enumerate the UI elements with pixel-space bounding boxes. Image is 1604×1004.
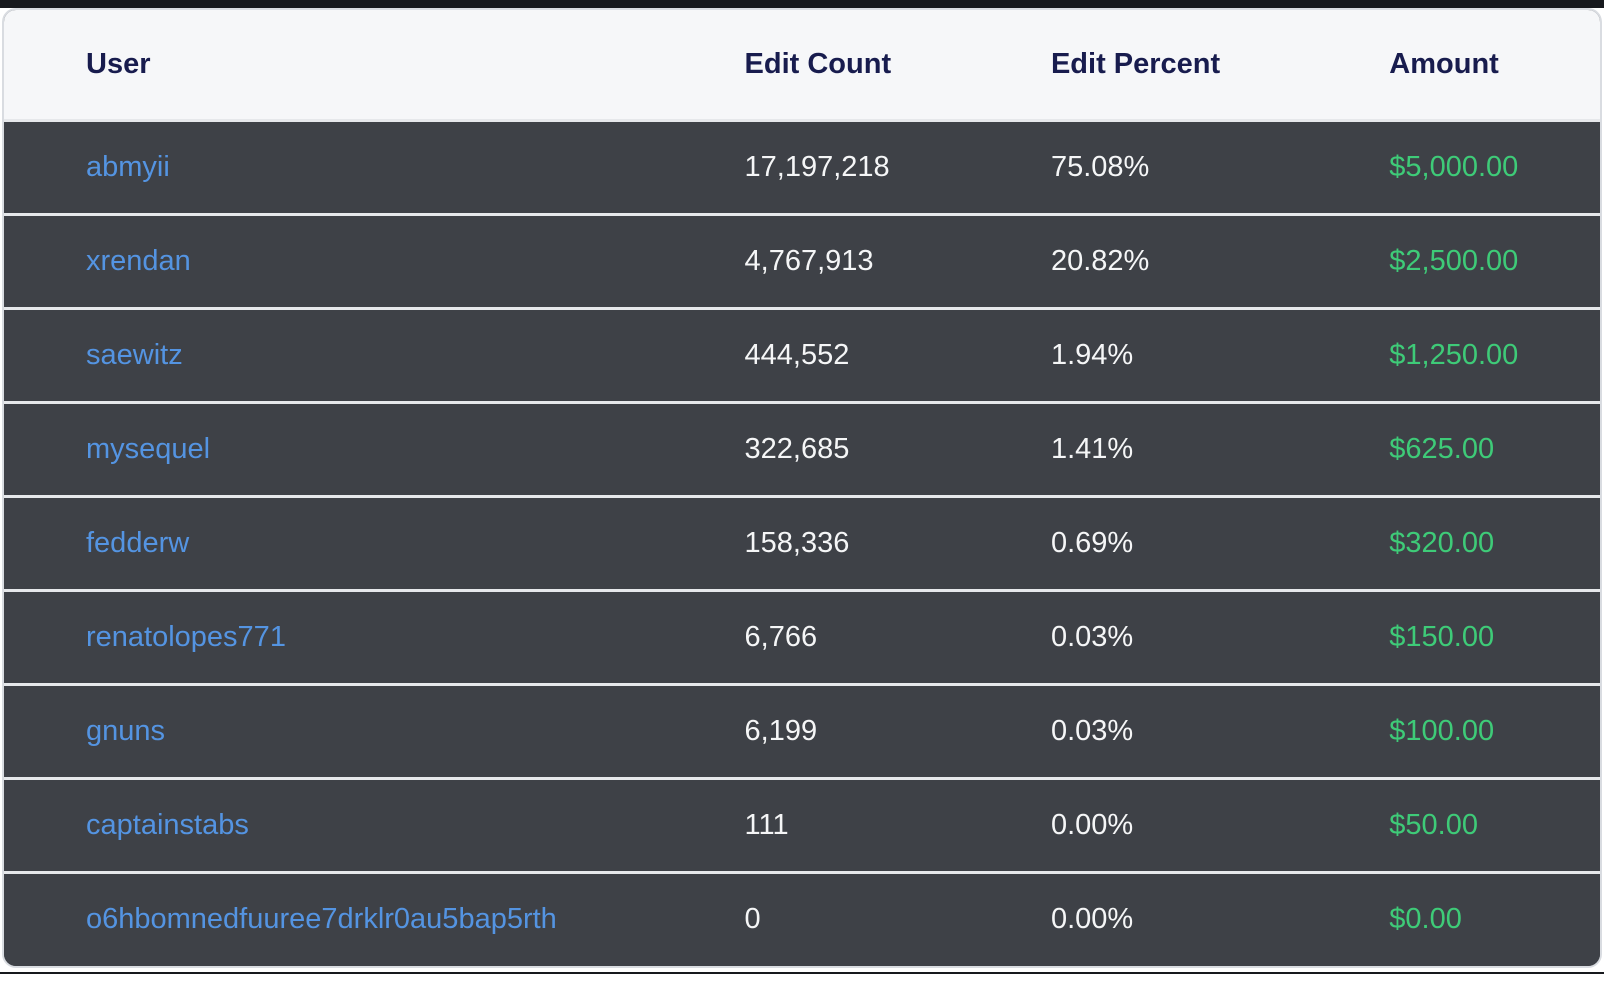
edit-count-cell: 0: [744, 903, 761, 936]
edit-count-cell: 6,199: [744, 714, 818, 747]
user-cell: renatolopes771: [4, 590, 745, 684]
amount-cell: $150.00: [1389, 620, 1495, 653]
table-row: saewitz 444,552 1.94% $1,250.00: [4, 308, 1600, 402]
edit-percent-cell: 0.69%: [1050, 526, 1134, 559]
amount-cell: $2,500.00: [1389, 244, 1519, 277]
edit-percent-cell: 1.41%: [1050, 432, 1134, 465]
edit-percent-cell: 1.94%: [1050, 338, 1134, 371]
user-cell: gnuns: [4, 684, 745, 778]
column-header-user: User: [4, 10, 745, 120]
amount-cell: $1,250.00: [1389, 338, 1519, 371]
amount-cell: $50.00: [1389, 808, 1478, 841]
edit-count-cell: 444,552: [744, 338, 850, 371]
edit-count-cell: 322,685: [744, 432, 850, 465]
user-cell: mysequel: [4, 402, 745, 496]
edit-count-cell: 111: [744, 808, 789, 841]
user-cell: fedderw: [4, 496, 745, 590]
table-row: captainstabs 111 0.00% $50.00: [4, 778, 1600, 872]
user-cell: captainstabs: [4, 778, 745, 872]
table-row: renatolopes771 6,766 0.03% $150.00: [4, 590, 1600, 684]
user-link[interactable]: captainstabs: [86, 808, 249, 841]
users-table: User Edit Count Edit Percent Amount abmy…: [4, 10, 1600, 966]
edit-percent-cell: 0.03%: [1050, 714, 1134, 747]
edit-percent-cell: 0.00%: [1050, 808, 1134, 841]
amount-cell: $625.00: [1389, 432, 1495, 465]
edit-percent-cell: 0.03%: [1050, 620, 1134, 653]
user-link[interactable]: fedderw: [86, 526, 190, 559]
user-cell: saewitz: [4, 308, 745, 402]
amount-cell: $320.00: [1389, 526, 1495, 559]
table-row: mysequel 322,685 1.41% $625.00: [4, 402, 1600, 496]
user-link[interactable]: abmyii: [86, 150, 170, 183]
user-link[interactable]: mysequel: [86, 432, 211, 465]
table-body: abmyii 17,197,218 75.08% $5,000.00 xrend…: [4, 120, 1600, 966]
page-top-edge: [0, 0, 1604, 8]
user-link[interactable]: saewitz: [86, 338, 183, 371]
column-header-edit-count: Edit Count: [744, 10, 1051, 120]
page-bottom-rule: [0, 972, 1604, 974]
user-link[interactable]: renatolopes771: [86, 620, 286, 653]
user-link[interactable]: o6hbomnedfuuree7drklr0au5bap5rth: [86, 903, 557, 936]
edit-percent-cell: 20.82%: [1050, 244, 1150, 277]
user-cell: xrendan: [4, 214, 745, 308]
column-header-edit-percent: Edit Percent: [1050, 10, 1390, 120]
amount-cell: $5,000.00: [1389, 150, 1519, 183]
edit-percent-cell: 0.00%: [1050, 903, 1134, 936]
edit-count-cell: 158,336: [744, 526, 850, 559]
edit-count-cell: 4,767,913: [744, 244, 874, 277]
edit-percent-cell: 75.08%: [1050, 150, 1150, 183]
edit-count-cell: 6,766: [744, 620, 818, 653]
user-link[interactable]: xrendan: [86, 244, 191, 277]
amount-cell: $0.00: [1389, 903, 1462, 936]
user-cell: o6hbomnedfuuree7drklr0au5bap5rth: [4, 872, 745, 966]
amount-cell: $100.00: [1389, 714, 1495, 747]
column-header-amount: Amount: [1389, 10, 1600, 120]
stats-table-card: User Edit Count Edit Percent Amount abmy…: [2, 8, 1602, 968]
table-row: xrendan 4,767,913 20.82% $2,500.00: [4, 214, 1600, 308]
table-row: abmyii 17,197,218 75.08% $5,000.00: [4, 120, 1600, 214]
table-row: o6hbomnedfuuree7drklr0au5bap5rth 0 0.00%…: [4, 872, 1600, 966]
user-link[interactable]: gnuns: [86, 714, 166, 747]
user-cell: abmyii: [4, 120, 745, 214]
table-header-row: User Edit Count Edit Percent Amount: [4, 10, 1600, 120]
edit-count-cell: 17,197,218: [744, 150, 890, 183]
table-row: gnuns 6,199 0.03% $100.00: [4, 684, 1600, 778]
table-row: fedderw 158,336 0.69% $320.00: [4, 496, 1600, 590]
